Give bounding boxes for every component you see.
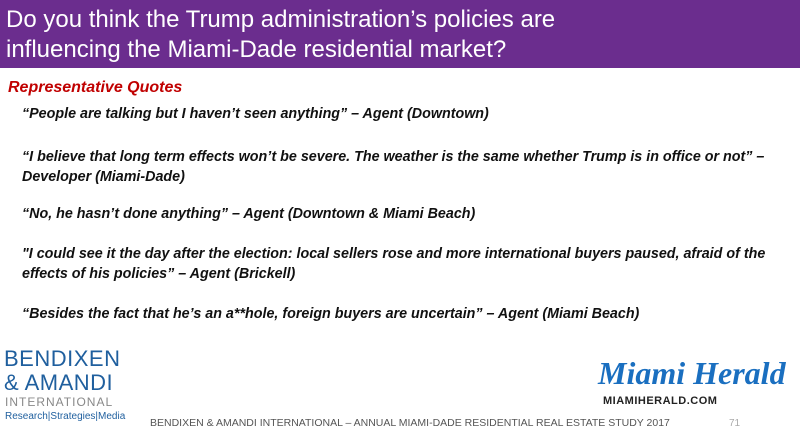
footer-text: BENDIXEN & AMANDI INTERNATIONAL – ANNUAL… (150, 417, 670, 429)
quote: “People are talking but I haven’t seen a… (22, 106, 489, 122)
logo-herald: Miami Herald (598, 355, 786, 391)
logo-text: INTERNATIONAL (5, 395, 114, 409)
quote: "I could see it the day after the electi… (22, 246, 766, 282)
section-title: Representative Quotes (8, 79, 183, 96)
title-line: Do you think the Trump administration’s … (6, 6, 556, 33)
quote: “No, he hasn’t done anything” – Agent (D… (22, 206, 476, 222)
logo-text: BENDIXEN (4, 346, 121, 371)
quote: “Besides the fact that he’s an a**hole, … (22, 306, 640, 322)
logo-text: & AMANDI (4, 370, 114, 395)
header: Do you think the Trump administration’s … (0, 0, 800, 68)
title-line: influencing the Miami-Dade residential m… (6, 36, 507, 63)
logo-url: MIAMIHERALD.COM (603, 395, 718, 407)
logo-text: Research|Strategies|Media (5, 411, 126, 422)
quote: “I believe that long term effects won’t … (22, 149, 765, 185)
page-number: 71 (729, 418, 741, 429)
